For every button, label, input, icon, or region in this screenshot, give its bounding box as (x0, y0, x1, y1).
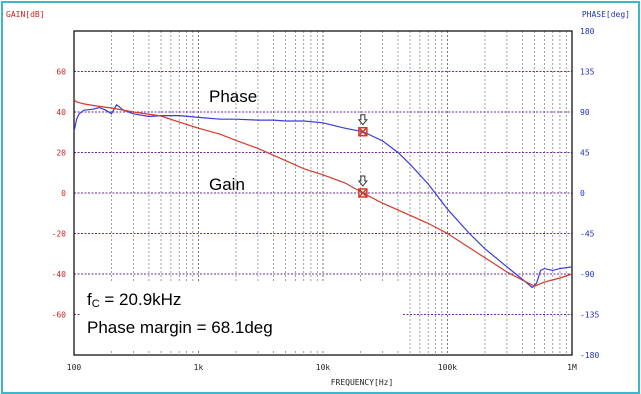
y-left-tick-label: 40 (56, 108, 66, 117)
crossover-marker-phase (358, 126, 368, 137)
crossover-cross-gain (358, 188, 368, 198)
x-axis-label: FREQUENCY[Hz] (331, 378, 394, 387)
y-right-tick-label: 45 (580, 149, 590, 158)
y-left-tick-label: 60 (56, 68, 66, 77)
y-left-tick-label: 0 (61, 189, 66, 198)
crossover-frequency-text: fC = 20.9kHz (87, 290, 181, 310)
y-right-tick-label: -90 (580, 270, 595, 279)
y-right-tick-label: 135 (580, 68, 595, 77)
y-right-tick-label: 90 (580, 108, 590, 117)
markers (357, 114, 368, 198)
tick-labels: 100 1k 10k 100k 1M 60 40 20 0 -20 -40 -60 180 135 90 45… (52, 27, 600, 372)
y-right-tick-label: -180 (580, 351, 599, 360)
phase-margin-text: Phase margin = 68.1deg (87, 318, 273, 337)
series (73, 99, 573, 289)
crossover-cross-phase (358, 127, 368, 137)
y-left-tick-label: 20 (56, 149, 66, 158)
series-line-gain (73, 99, 573, 287)
crossover-marker-gain (358, 188, 368, 198)
y-left-tick-label: -60 (52, 311, 67, 320)
y-axis-right-label: PHASE[deg] (582, 10, 630, 19)
y-right-tick-label: -45 (580, 230, 595, 239)
annotation-box-bg (80, 283, 402, 349)
y-left-tick-label: -20 (52, 230, 67, 239)
y-axis-left-label: GAIN[dB] (6, 10, 45, 19)
y-right-tick-label: -135 (580, 311, 599, 320)
x-tick-label: 100k (438, 363, 457, 372)
arrow-icon (357, 114, 368, 126)
y-left-tick-label: -40 (52, 270, 67, 279)
plot-border (73, 30, 573, 356)
x-tick-label: 1M (567, 363, 577, 372)
phase-series-label: Phase (209, 87, 257, 106)
y-right-tick-label: 180 (580, 27, 595, 36)
arrow-icon (357, 175, 368, 187)
x-tick-label: 1k (194, 363, 204, 372)
gain-series-label: Gain (209, 175, 245, 194)
x-tick-label: 100 (67, 363, 82, 372)
x-tick-label: 10k (316, 363, 331, 372)
y-right-tick-label: 0 (580, 189, 585, 198)
series-line-phase (73, 103, 573, 289)
